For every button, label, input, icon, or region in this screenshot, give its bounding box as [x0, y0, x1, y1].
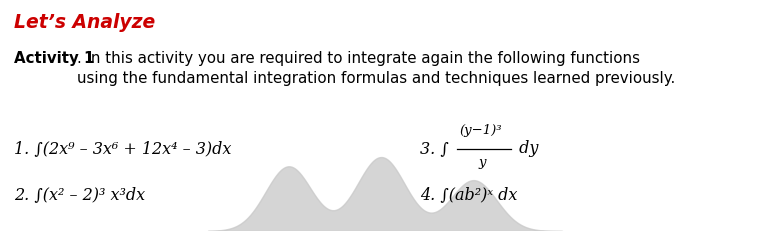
- Text: y: y: [479, 156, 487, 169]
- Text: 3. ∫: 3. ∫: [420, 140, 448, 157]
- Text: dy: dy: [514, 140, 538, 157]
- Text: 2. ∫(x² – 2)³ x³dx: 2. ∫(x² – 2)³ x³dx: [14, 186, 145, 203]
- Text: Let’s Analyze: Let’s Analyze: [14, 13, 155, 32]
- Text: Activity 1: Activity 1: [14, 51, 94, 66]
- Text: (y−1)³: (y−1)³: [460, 124, 502, 137]
- Text: . In this activity you are required to integrate again the following functions
u: . In this activity you are required to i…: [77, 51, 675, 86]
- Text: 1. ∫(2x⁹ – 3x⁶ + 12x⁴ – 3)dx: 1. ∫(2x⁹ – 3x⁶ + 12x⁴ – 3)dx: [14, 140, 231, 157]
- Text: 4. ∫(ab²)ˣ dx: 4. ∫(ab²)ˣ dx: [420, 186, 517, 203]
